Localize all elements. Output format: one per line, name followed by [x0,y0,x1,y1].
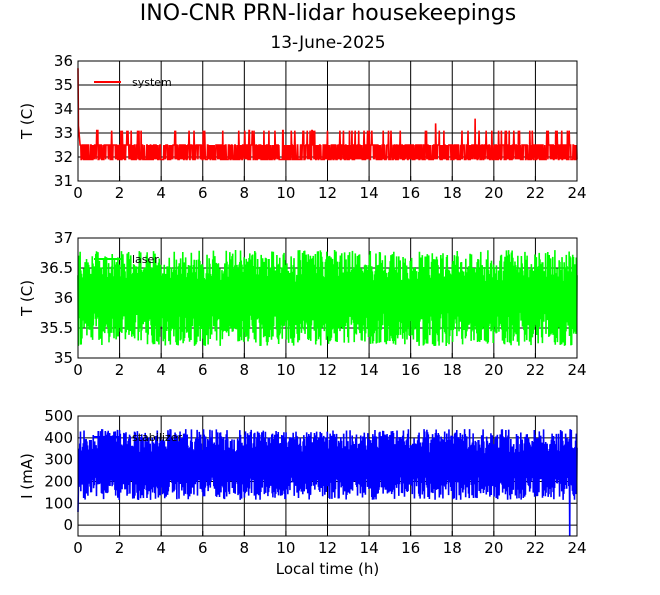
y-tick-label: 100 [44,494,73,512]
x-tick-label: 18 [443,539,462,557]
x-tick-label: 8 [240,361,250,379]
figure-title: INO-CNR PRN-lidar housekeepings [140,1,516,26]
x-tick-label: 22 [526,361,545,379]
x-tick-label: 14 [360,361,379,379]
series-line-laser [77,250,578,347]
series-line-stabilizer [77,429,578,537]
legend-laser: laser [94,253,159,266]
legend-label: system [132,76,172,89]
x-tick-label: 4 [156,539,166,557]
x-tick-label: 18 [443,184,462,202]
legend-stabilizer: stabilizer [94,431,182,444]
y-tick-label: 0 [63,516,73,534]
y-tick-label: 35.5 [40,319,73,337]
x-tick-label: 8 [240,184,250,202]
y-tick-label: 35 [54,349,73,367]
x-tick-label: 10 [276,184,295,202]
y-tick-label: 37 [54,229,73,247]
x-tick-label: 16 [401,361,420,379]
x-tick-label: 12 [318,361,337,379]
x-tick-label: 14 [360,539,379,557]
x-tick-label: 0 [73,361,83,379]
x-tick-label: 14 [360,184,379,202]
x-tick-label: 0 [73,539,83,557]
x-tick-label: 4 [156,361,166,379]
x-tick-label: 4 [156,184,166,202]
x-tick-label: 2 [115,539,125,557]
x-tick-label: 6 [198,361,208,379]
x-tick-label: 16 [401,184,420,202]
figure-subtitle: 13-June-2025 [270,33,385,53]
x-tick-label: 10 [276,361,295,379]
legend-label: laser [132,253,159,266]
x-tick-label: 24 [567,184,586,202]
y-tick-label: 400 [44,429,73,447]
series-line-system [77,68,578,161]
x-tick-label: 22 [526,539,545,557]
y-tick-label: 200 [44,472,73,490]
x-tick-label: 6 [198,184,208,202]
legend-label: stabilizer [132,431,182,444]
x-tick-label: 8 [240,539,250,557]
x-tick-label: 6 [198,539,208,557]
y-tick-label: 31 [54,172,73,190]
x-tick-label: 20 [484,184,503,202]
y-tick-label: 33 [54,124,73,142]
y-tick-label: 36 [54,289,73,307]
y-axis-label: T (C) [18,103,36,140]
y-axis-label: T (C) [18,280,36,317]
y-tick-label: 34 [54,100,73,118]
x-axis-label: Local time (h) [276,560,380,578]
x-tick-label: 20 [484,539,503,557]
x-tick-label: 24 [567,539,586,557]
y-axis-label: I (mA) [18,453,36,499]
x-tick-label: 16 [401,539,420,557]
x-tick-label: 18 [443,361,462,379]
x-tick-label: 22 [526,184,545,202]
x-tick-label: 24 [567,361,586,379]
x-tick-label: 2 [115,361,125,379]
y-tick-label: 36 [54,52,73,70]
x-tick-label: 12 [318,184,337,202]
y-tick-label: 36.5 [40,259,73,277]
y-tick-label: 500 [44,407,73,425]
y-tick-label: 300 [44,451,73,469]
legend-system: system [94,76,172,89]
x-tick-label: 20 [484,361,503,379]
y-tick-label: 35 [54,76,73,94]
x-tick-label: 0 [73,184,83,202]
x-tick-label: 12 [318,539,337,557]
x-tick-label: 2 [115,184,125,202]
y-tick-label: 32 [54,148,73,166]
x-tick-label: 10 [276,539,295,557]
